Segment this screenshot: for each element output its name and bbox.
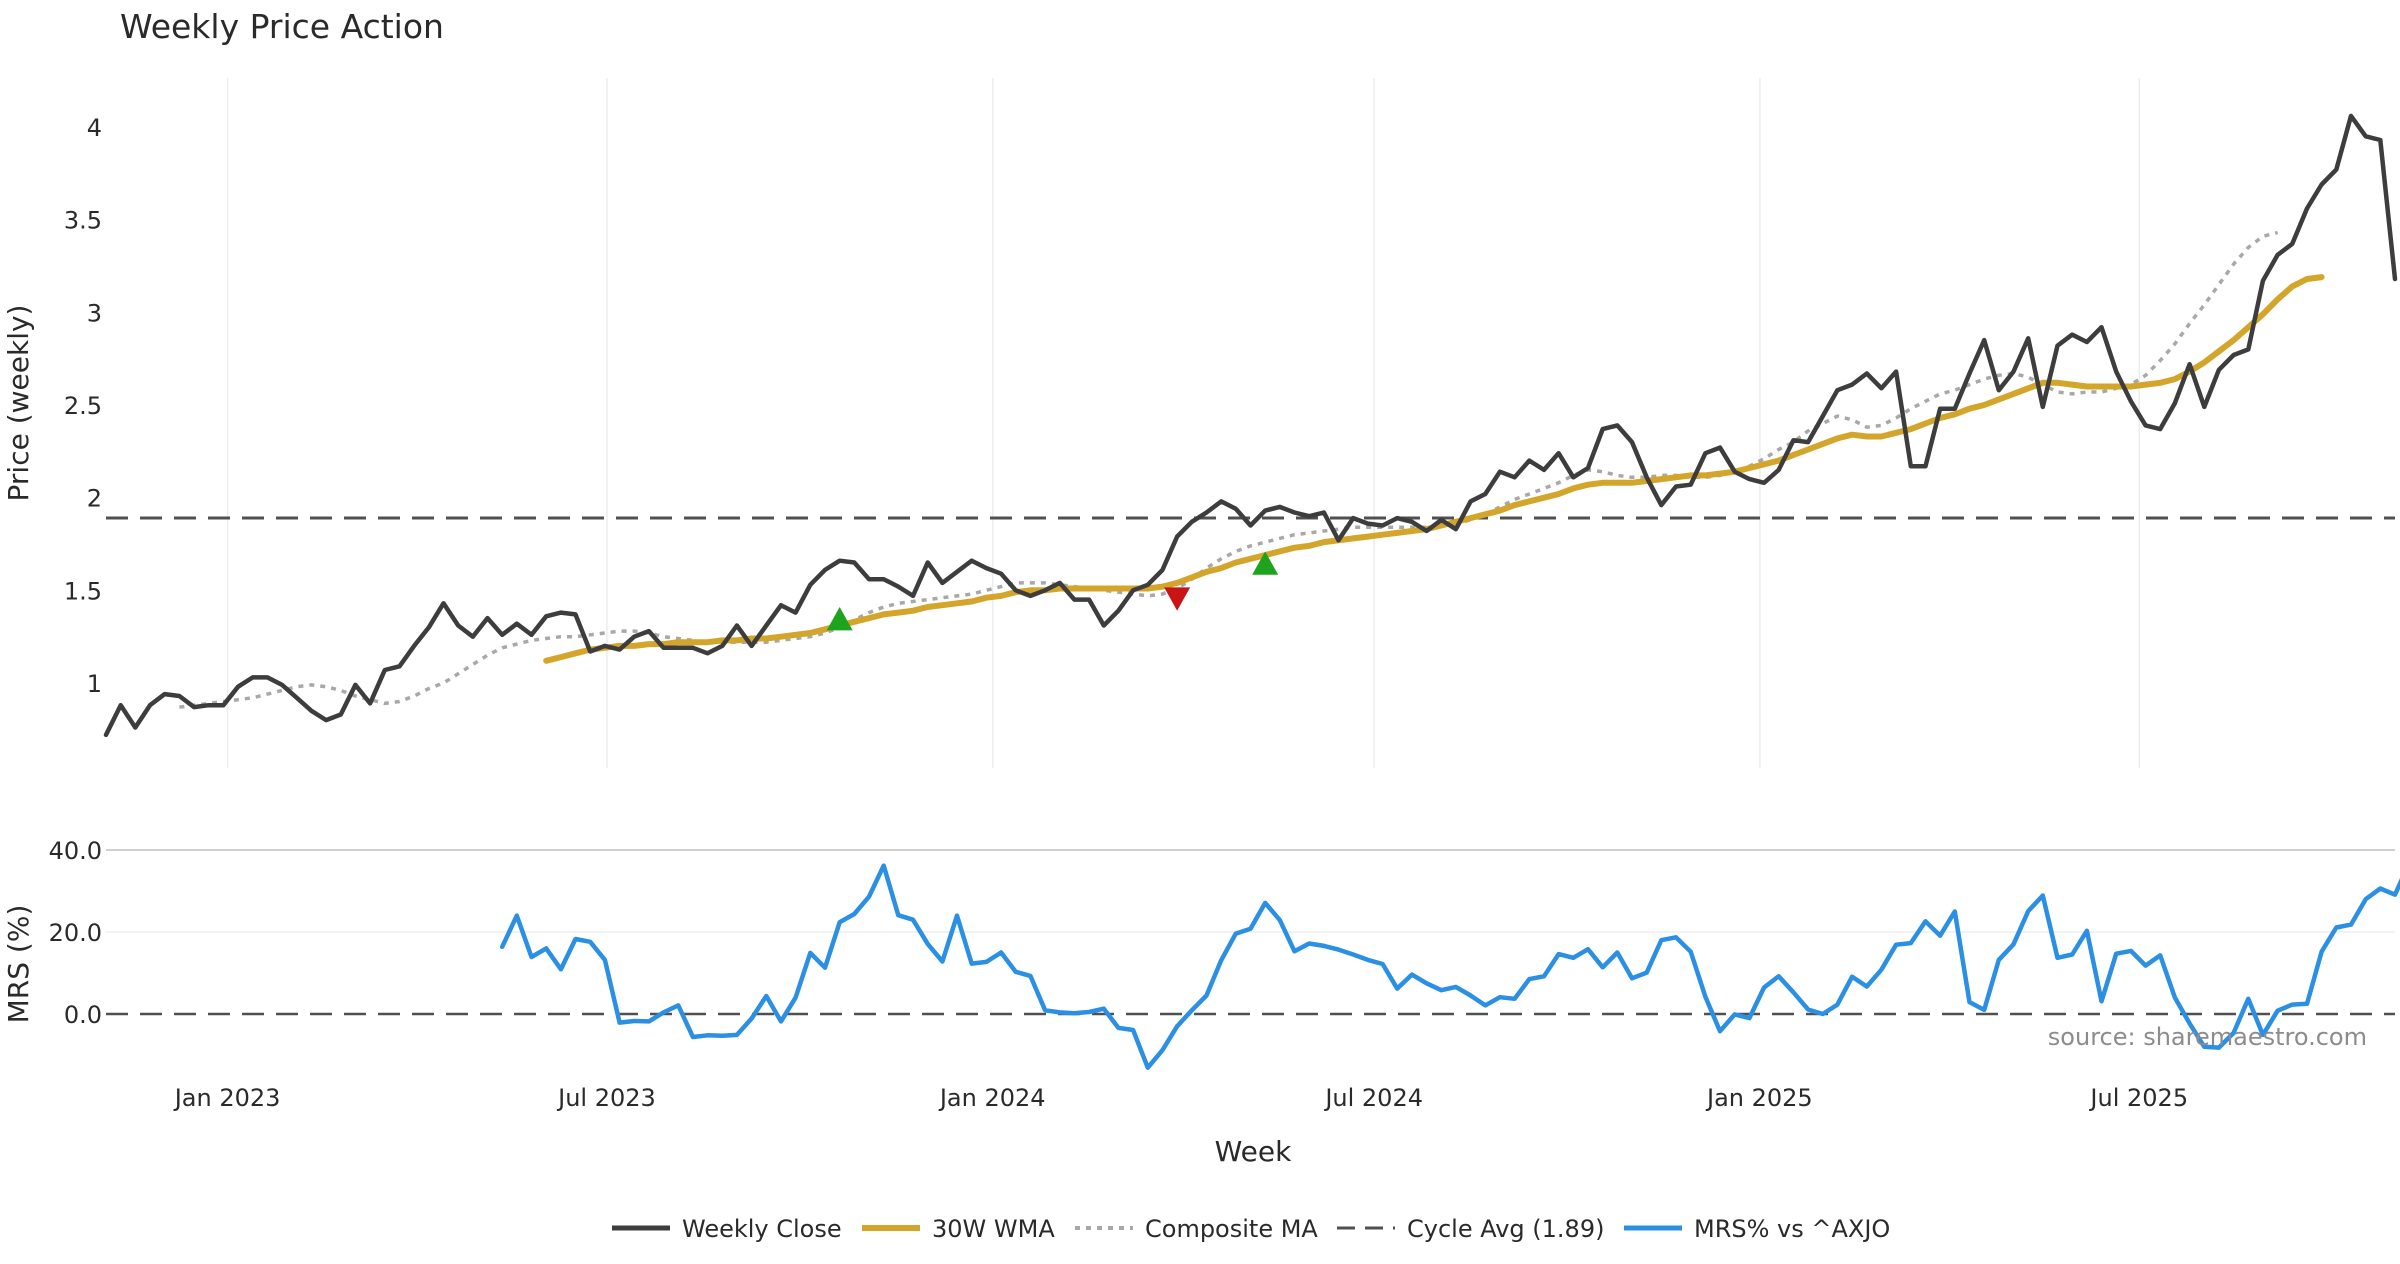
price-y-tick-label: 1 (87, 670, 102, 698)
buy-signal-marker (1252, 551, 1279, 575)
price-y-tick-label: 2.5 (64, 392, 102, 420)
composite-ma-line (179, 230, 2279, 709)
buy-signal-marker (826, 606, 853, 631)
price-y-tick-label: 4 (87, 114, 102, 142)
x-tick-label: Jan 2025 (1705, 1084, 1813, 1112)
x-tick-label: Jul 2024 (1323, 1084, 1423, 1112)
source-text: source: sharemaestro.com (2048, 1023, 2367, 1051)
price-y-tick-label: 1.5 (64, 577, 102, 605)
legend-label-composite: Composite MA (1145, 1215, 1318, 1243)
x-tick-label: Jan 2023 (173, 1084, 281, 1112)
legend-label-cycle: Cycle Avg (1.89) (1407, 1215, 1604, 1243)
mrs-y-tick-label: 20.0 (49, 919, 102, 947)
chart-title: Weekly Price Action (120, 7, 444, 46)
legend-label-wma: 30W WMA (932, 1215, 1055, 1243)
price-y-tick-label: 3.5 (64, 207, 102, 235)
legend: Weekly Close 30W WMA Composite MA Cycle Avg… (612, 1215, 1890, 1243)
mrs-series-group (106, 863, 2400, 1070)
wma-30w-line (543, 274, 2325, 664)
price-y-tick-label: 2 (87, 485, 102, 513)
x-tick-label: Jul 2023 (556, 1084, 656, 1112)
legend-label-mrs: MRS% vs ^AXJO (1694, 1215, 1890, 1243)
legend-label-close: Weekly Close (682, 1215, 842, 1243)
price-series-group (103, 113, 2398, 738)
mrs-y-tick-label: 40.0 (49, 837, 102, 865)
weekly-close-line (103, 113, 2398, 738)
mrs-axis-title: MRS (%) (2, 905, 35, 1024)
price-y-tick-label: 3 (87, 299, 102, 327)
price-axis-title: Price (weekly) (2, 305, 35, 502)
mrs-line (499, 863, 2400, 1070)
x-tick-label: Jul 2025 (2088, 1084, 2188, 1112)
sell-signal-marker (1164, 587, 1191, 611)
mrs-panel-grid (106, 849, 2395, 933)
mrs-y-tick-label: 0.0 (64, 1001, 102, 1029)
price-panel-grid (226, 78, 2141, 768)
x-axis-title: Week (1215, 1135, 1292, 1168)
x-tick-label: Jan 2024 (938, 1084, 1046, 1112)
